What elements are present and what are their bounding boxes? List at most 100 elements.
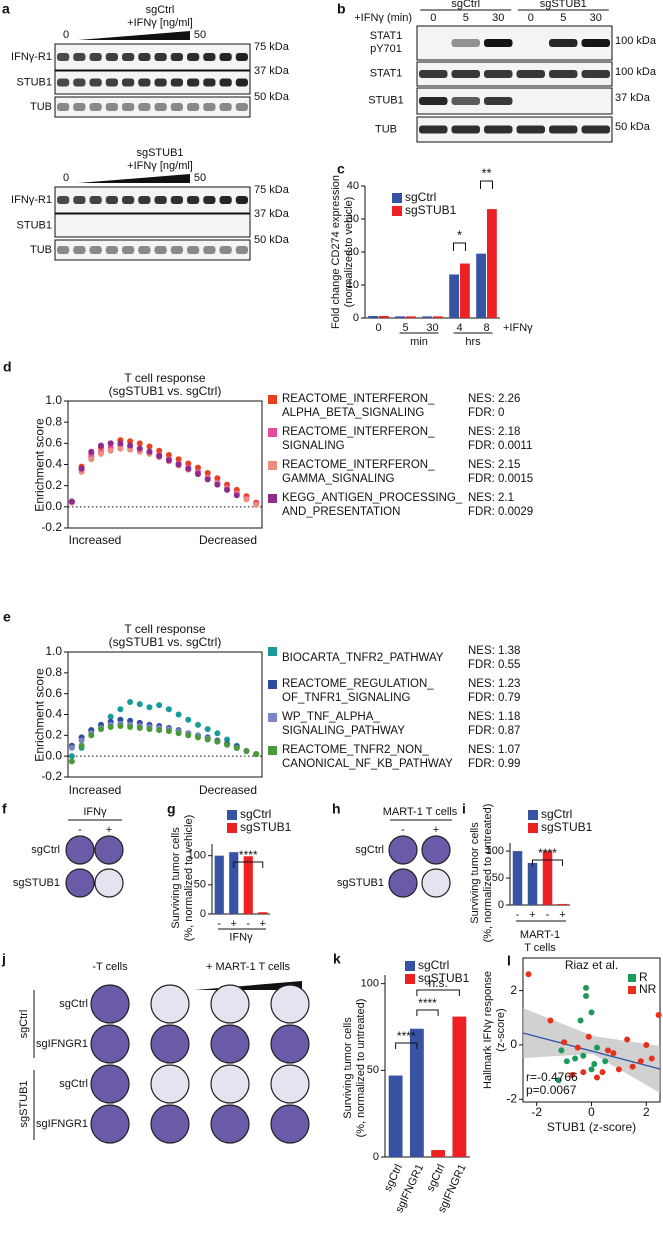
plate-well xyxy=(270,1064,310,1104)
group-label: sgCtrl xyxy=(451,0,480,10)
fdr-label: FDR: 0.55 xyxy=(468,659,521,671)
blot-band xyxy=(122,246,135,254)
blot-band xyxy=(187,103,200,111)
score-point xyxy=(88,732,95,739)
score-point xyxy=(253,501,260,508)
legend-label: WP_TNF_ALPHA_ SIGNALING_PATHWAY xyxy=(282,711,405,737)
blot-strip xyxy=(416,116,613,143)
blot-band xyxy=(581,125,610,134)
fdr-label: FDR: 0.79 xyxy=(468,692,521,704)
legend-swatch xyxy=(392,193,402,203)
x-tick-label: sgCtrl xyxy=(382,1162,405,1193)
y-axis-label: Enrichment score xyxy=(32,668,47,762)
point xyxy=(583,993,590,1000)
y-tick-label: 20 xyxy=(347,246,359,258)
blot-band xyxy=(154,246,167,254)
legend-label: BIOCARTA_TNFR2_PATHWAY xyxy=(282,652,444,664)
lane-label: 5 xyxy=(560,12,566,24)
score-point xyxy=(233,492,240,499)
fdr-label: FDR: 0.87 xyxy=(468,725,521,737)
score-point xyxy=(136,445,143,452)
label: -T cells xyxy=(92,961,128,973)
regression-line xyxy=(522,1032,661,1070)
blot-band xyxy=(154,196,167,204)
score-point xyxy=(185,716,192,723)
legend-swatch xyxy=(528,810,538,820)
row-label: sgCtrl xyxy=(59,1078,88,1090)
x-tick-label: + xyxy=(260,918,266,930)
blot-band xyxy=(170,196,183,204)
plate-well xyxy=(270,1104,310,1144)
significance: **** xyxy=(397,1029,416,1043)
point xyxy=(577,1017,584,1024)
blot-band xyxy=(581,39,610,47)
score-point xyxy=(78,742,85,749)
legend-swatch xyxy=(405,974,415,984)
legend-swatch xyxy=(392,206,402,216)
lane-label: 0 xyxy=(430,12,436,24)
y-tick-label: 2 xyxy=(510,983,517,997)
plate-well xyxy=(90,1024,130,1064)
sig-bracket xyxy=(532,859,563,866)
y-axis-label: Surviving tumor cells (%, normalized to … xyxy=(342,998,367,1138)
label: 50 xyxy=(194,172,206,184)
y-tick-label: 0 xyxy=(498,899,504,911)
blot-band xyxy=(187,246,200,254)
plate-well xyxy=(210,1024,250,1064)
score-point xyxy=(117,716,124,723)
bar xyxy=(449,274,459,318)
legend-swatch xyxy=(227,810,237,820)
blot-band xyxy=(484,70,513,78)
row-label: TUB xyxy=(30,244,52,256)
y-tick-label: 0.6 xyxy=(45,436,62,450)
legend-label: REACTOME_INTERFERON_ GAMMA_SIGNALING xyxy=(282,459,435,485)
y-tick-label: 0.4 xyxy=(45,457,62,471)
plot-frame xyxy=(67,651,263,778)
x-tick-label: - xyxy=(217,918,221,930)
nes-label: NES: 1.38 xyxy=(468,645,521,657)
group-label: min xyxy=(410,336,428,348)
significance: **** xyxy=(239,848,258,862)
score-point xyxy=(253,751,260,758)
score-point xyxy=(156,453,163,460)
bar xyxy=(388,1075,403,1157)
row-label: STAT1 xyxy=(369,67,403,80)
blot-band xyxy=(73,246,86,254)
blot-band xyxy=(138,103,151,111)
blot-band xyxy=(122,53,135,61)
x-tick-label: - xyxy=(546,909,550,921)
legend-swatch xyxy=(227,823,237,833)
panel-label: k xyxy=(333,951,341,967)
blot-band xyxy=(451,125,480,134)
blot-band xyxy=(203,246,216,254)
blot-band xyxy=(219,53,232,61)
blot-band xyxy=(170,53,183,61)
group-label: sgSTUB1 xyxy=(18,1080,30,1127)
panel-label: c xyxy=(337,161,345,177)
blot-band xyxy=(484,125,513,134)
nes-label: NES: 1.18 xyxy=(468,711,521,723)
score-point xyxy=(243,496,250,503)
score-point xyxy=(243,747,250,754)
blot-band xyxy=(57,103,70,111)
row-label: TUB xyxy=(30,101,52,113)
plate-well xyxy=(388,835,418,865)
score-point xyxy=(194,471,201,478)
panel-label: f xyxy=(2,801,7,817)
score-point xyxy=(156,727,163,734)
lane-label: 30 xyxy=(492,12,504,24)
score-point xyxy=(68,498,75,505)
blot-band xyxy=(105,103,118,111)
fdr-label: FDR: 0.0029 xyxy=(468,506,534,518)
col-label: + xyxy=(433,824,439,836)
point xyxy=(563,1058,570,1065)
x-tick-label: 4 xyxy=(456,322,462,334)
bar xyxy=(214,855,224,914)
score-point xyxy=(185,460,192,467)
blot-band xyxy=(57,53,70,61)
blot-band xyxy=(219,78,232,87)
score-point xyxy=(194,464,201,471)
sig-bracket xyxy=(233,861,264,868)
x-tick-label: 5 xyxy=(402,322,408,334)
